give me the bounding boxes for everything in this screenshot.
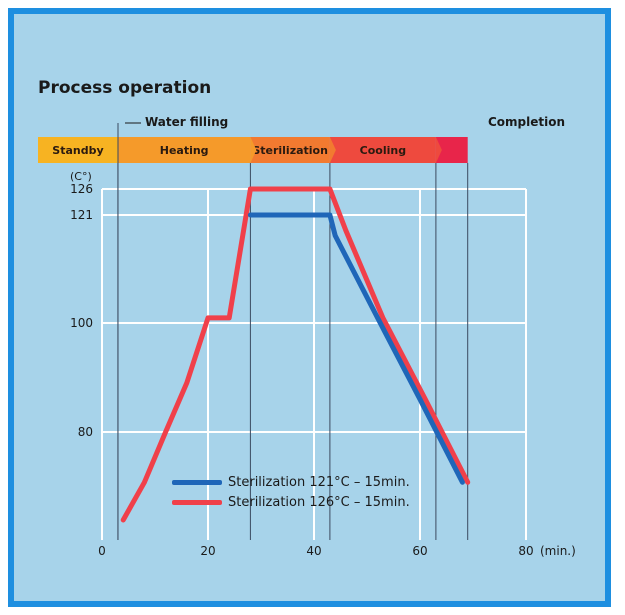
series-121-line — [247, 212, 465, 485]
phase-segment — [38, 137, 118, 163]
phase-arrow — [435, 137, 442, 163]
chart-title: Process operation — [38, 78, 212, 98]
y-axis-label: (C°) — [70, 170, 92, 183]
phase-label: Sterilization — [252, 144, 328, 157]
phase-segment — [250, 137, 330, 163]
legend-swatch-126 — [172, 500, 222, 505]
phase-label: Heating — [160, 144, 209, 157]
x-tick-label: 60 — [412, 544, 427, 558]
phase-segment — [329, 137, 436, 163]
legend-swatch-121 — [172, 480, 222, 485]
y-tick-label: 100 — [70, 316, 93, 330]
phase-label: Cooling — [360, 144, 406, 157]
x-tick-label: 40 — [306, 544, 321, 558]
phase-arrow — [329, 137, 336, 163]
phase-label: Standby — [52, 144, 103, 157]
y-tick-label: 126 — [70, 182, 93, 196]
legend-item-121: Sterilization 121°C – 15min. — [172, 475, 410, 490]
phase-segment — [117, 137, 251, 163]
completion-label: Completion — [488, 115, 565, 129]
x-axis-label: (min.) — [540, 544, 576, 558]
phase-arrow — [250, 137, 257, 163]
y-tick-label: 121 — [70, 208, 93, 222]
series-126-line — [120, 186, 471, 523]
legend-label-126: Sterilization 126°C – 15min. — [228, 495, 410, 510]
y-tick-label: 80 — [78, 425, 93, 439]
x-tick-label: 20 — [200, 544, 215, 558]
legend-label-121: Sterilization 121°C – 15min. — [228, 475, 410, 490]
x-tick-label: 80 — [518, 544, 533, 558]
water-filling-label: Water filling — [145, 115, 228, 129]
legend-item-126: Sterilization 126°C – 15min. — [172, 495, 410, 510]
x-tick-label: 0 — [98, 544, 106, 558]
chart-frame — [8, 8, 611, 607]
